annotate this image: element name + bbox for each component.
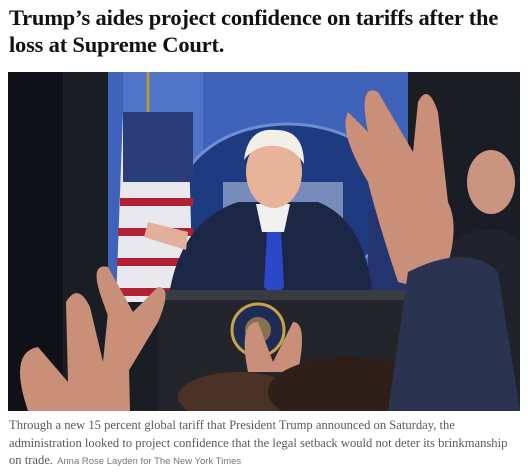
photo[interactable] xyxy=(8,72,520,411)
photo-shape xyxy=(20,293,130,411)
photo-shape xyxy=(467,150,515,214)
photo-shape xyxy=(264,212,284,297)
headline[interactable]: Trump’s aides project confidence on tari… xyxy=(9,5,499,57)
photo-shape xyxy=(144,222,188,250)
photo-shape xyxy=(96,266,166,372)
photo-shape xyxy=(256,204,290,232)
photo-shape xyxy=(388,257,520,411)
photo-shape xyxy=(246,136,302,208)
photo-shape xyxy=(268,357,428,411)
photo-shape xyxy=(123,112,193,182)
photo-shape xyxy=(158,290,408,300)
caption: Through a new 15 percent global tariff t… xyxy=(9,417,521,471)
photo-shape xyxy=(244,129,304,164)
caption-text: Through a new 15 percent global tariff t… xyxy=(9,418,508,467)
photo-shape xyxy=(345,90,454,292)
photo-shape xyxy=(178,372,298,411)
photo-shape xyxy=(20,90,454,411)
photo-credit: Anna Rose Layden for The New York Times xyxy=(57,456,242,467)
photo-shape xyxy=(244,322,302,372)
